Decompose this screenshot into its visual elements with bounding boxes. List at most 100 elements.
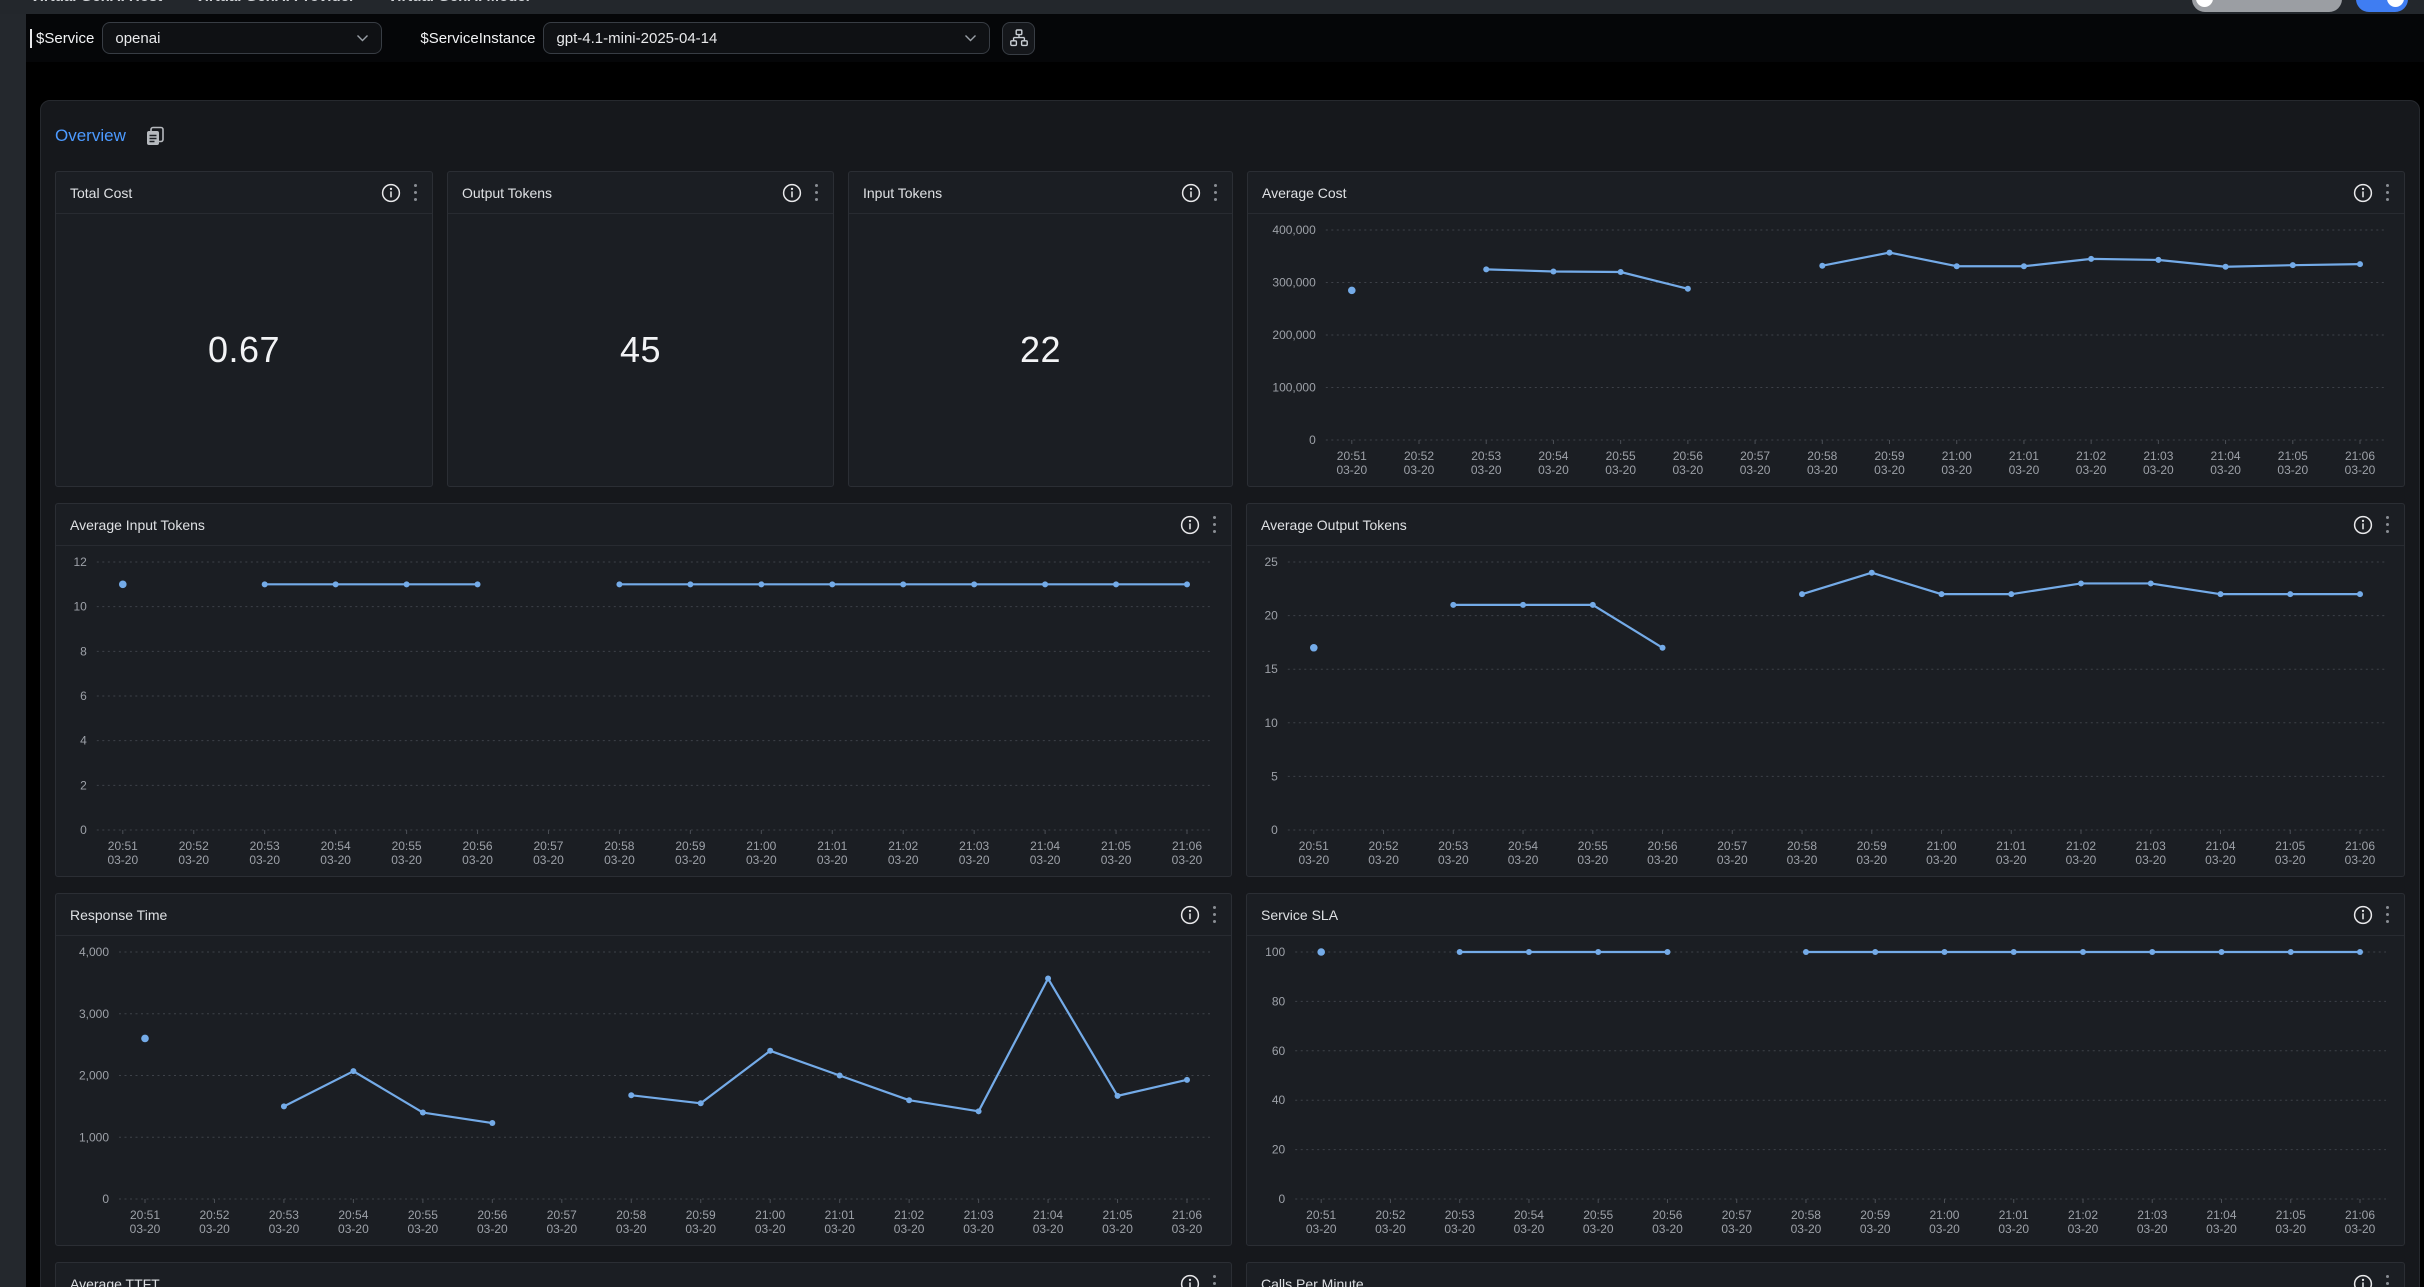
info-icon[interactable] xyxy=(2353,905,2373,925)
svg-text:20:58: 20:58 xyxy=(1791,1208,1821,1222)
svg-text:200,000: 200,000 xyxy=(1272,328,1316,342)
svg-text:21:04: 21:04 xyxy=(1030,839,1060,853)
copy-icon[interactable] xyxy=(144,125,166,147)
response-time-panel: Response Time 01,0002,0003,0004,00020:51… xyxy=(55,893,1232,1246)
sitemap-icon xyxy=(1009,28,1029,48)
svg-text:03-20: 03-20 xyxy=(1368,853,1399,867)
breadcrumb-item-model[interactable]: Virtual GenAI Model xyxy=(388,0,530,7)
svg-text:12: 12 xyxy=(73,555,87,569)
svg-text:03-20: 03-20 xyxy=(1856,853,1887,867)
svg-text:4,000: 4,000 xyxy=(79,945,109,959)
svg-text:20:51: 20:51 xyxy=(1299,839,1329,853)
info-icon[interactable] xyxy=(2353,515,2373,535)
service-variable-label: $Service xyxy=(36,30,94,47)
svg-text:20: 20 xyxy=(1264,609,1278,623)
svg-text:03-20: 03-20 xyxy=(249,853,280,867)
svg-text:21:01: 21:01 xyxy=(2009,449,2039,463)
response-time-chart[interactable]: 01,0002,0003,0004,00020:5103-2020:5203-2… xyxy=(56,936,1231,1246)
svg-text:20:56: 20:56 xyxy=(463,839,493,853)
info-icon[interactable] xyxy=(1180,515,1200,535)
breadcrumb-item-provider[interactable]: Virtual GenAI Provider xyxy=(195,0,355,7)
svg-text:20:51: 20:51 xyxy=(108,839,138,853)
panel-menu-icon[interactable] xyxy=(1210,1271,1220,1287)
overview-section-link[interactable]: Overview xyxy=(55,126,126,146)
svg-text:20:57: 20:57 xyxy=(533,839,563,853)
svg-text:20:54: 20:54 xyxy=(338,1208,368,1222)
svg-text:03-20: 03-20 xyxy=(1306,1222,1337,1236)
svg-text:20:53: 20:53 xyxy=(269,1208,299,1222)
svg-text:10: 10 xyxy=(73,600,87,614)
info-icon[interactable] xyxy=(381,183,401,203)
svg-text:03-20: 03-20 xyxy=(755,1222,786,1236)
pill-knob xyxy=(2387,0,2404,7)
svg-text:21:04: 21:04 xyxy=(2211,449,2241,463)
toolbar-pill-blue-button[interactable] xyxy=(2356,0,2408,12)
svg-text:0: 0 xyxy=(1279,1192,1286,1206)
panel-menu-icon[interactable] xyxy=(1210,512,1220,537)
info-icon[interactable] xyxy=(2353,183,2373,203)
svg-text:03-20: 03-20 xyxy=(320,853,351,867)
svg-text:03-20: 03-20 xyxy=(1673,463,1704,477)
instance-variable-label: $ServiceInstance xyxy=(420,30,535,47)
svg-text:03-20: 03-20 xyxy=(2277,463,2308,477)
average-ttft-panel: Average TTFT xyxy=(55,1262,1232,1287)
service-dropdown[interactable]: openai xyxy=(102,22,382,54)
svg-text:0: 0 xyxy=(80,823,87,837)
average-input-tokens-chart[interactable]: 02468101220:5103-2020:5203-2020:5303-202… xyxy=(56,546,1231,877)
panel-menu-icon[interactable] xyxy=(411,180,421,205)
svg-text:03-20: 03-20 xyxy=(1652,1222,1683,1236)
panel-title: Service SLA xyxy=(1261,907,2353,923)
svg-text:21:03: 21:03 xyxy=(964,1208,994,1222)
svg-text:03-20: 03-20 xyxy=(1508,853,1539,867)
info-icon[interactable] xyxy=(1180,1274,1200,1287)
panel-menu-icon[interactable] xyxy=(1210,902,1220,927)
svg-text:20:58: 20:58 xyxy=(1787,839,1817,853)
panel-title: Average Output Tokens xyxy=(1261,517,2353,533)
panel-menu-icon[interactable] xyxy=(2383,512,2393,537)
topology-button[interactable] xyxy=(1002,22,1035,55)
panel-menu-icon[interactable] xyxy=(812,180,822,205)
svg-text:21:01: 21:01 xyxy=(817,839,847,853)
svg-text:20:57: 20:57 xyxy=(1740,449,1770,463)
info-icon[interactable] xyxy=(782,183,802,203)
info-icon[interactable] xyxy=(1180,905,1200,925)
total-cost-panel: Total Cost 0.67 xyxy=(55,171,433,487)
svg-text:20:53: 20:53 xyxy=(1438,839,1468,853)
instance-dropdown[interactable]: gpt-4.1-mini-2025-04-14 xyxy=(543,22,990,54)
panel-menu-icon[interactable] xyxy=(2383,180,2393,205)
svg-text:03-20: 03-20 xyxy=(1336,463,1367,477)
panel-menu-icon[interactable] xyxy=(2383,1271,2393,1287)
info-icon[interactable] xyxy=(2353,1274,2373,1287)
svg-text:20:56: 20:56 xyxy=(1652,1208,1682,1222)
average-cost-chart[interactable]: 0100,000200,000300,000400,00020:5103-202… xyxy=(1248,214,2404,487)
svg-text:20:52: 20:52 xyxy=(179,839,209,853)
service-sla-chart[interactable]: 02040608010020:5103-2020:5203-2020:5303-… xyxy=(1247,936,2404,1246)
svg-text:03-20: 03-20 xyxy=(1740,463,1771,477)
svg-text:21:00: 21:00 xyxy=(755,1208,785,1222)
pill-knob xyxy=(2196,0,2213,7)
svg-text:03-20: 03-20 xyxy=(546,1222,577,1236)
svg-text:0: 0 xyxy=(1271,823,1278,837)
toolbar-pill-gray-button[interactable] xyxy=(2192,0,2342,12)
average-output-tokens-chart[interactable]: 051015202520:5103-2020:5203-2020:5303-20… xyxy=(1247,546,2404,877)
svg-text:400,000: 400,000 xyxy=(1272,223,1316,237)
chevron-down-icon xyxy=(964,34,977,42)
svg-text:20:54: 20:54 xyxy=(1514,1208,1544,1222)
svg-text:03-20: 03-20 xyxy=(1438,853,1469,867)
svg-text:03-20: 03-20 xyxy=(1030,853,1061,867)
breadcrumb-item-root[interactable]: Virtual GenAI Host xyxy=(30,0,162,7)
panel-menu-icon[interactable] xyxy=(2383,902,2393,927)
info-icon[interactable] xyxy=(1181,183,1201,203)
svg-text:03-20: 03-20 xyxy=(959,853,990,867)
svg-text:03-20: 03-20 xyxy=(2009,463,2040,477)
svg-text:03-20: 03-20 xyxy=(338,1222,369,1236)
svg-text:21:02: 21:02 xyxy=(2076,449,2106,463)
svg-text:0: 0 xyxy=(102,1192,109,1206)
svg-text:03-20: 03-20 xyxy=(963,1222,994,1236)
panel-menu-icon[interactable] xyxy=(1211,180,1221,205)
svg-text:03-20: 03-20 xyxy=(391,853,422,867)
svg-text:20:59: 20:59 xyxy=(686,1208,716,1222)
calls-per-minute-panel: Calls Per Minute xyxy=(1246,1262,2405,1287)
svg-text:21:02: 21:02 xyxy=(2066,839,2096,853)
svg-text:2: 2 xyxy=(80,778,87,792)
